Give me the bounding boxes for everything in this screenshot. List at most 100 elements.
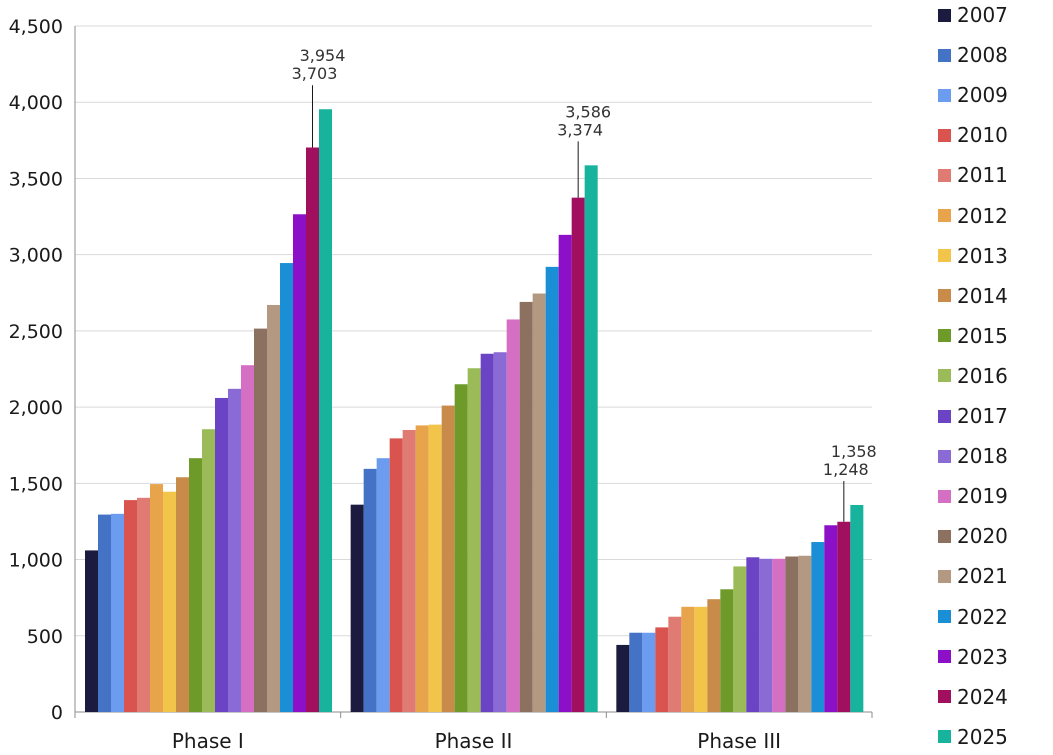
bar-2008-phase-ii: [363, 468, 377, 712]
legend-label: 2016: [957, 363, 1008, 388]
legend-swatch: [938, 48, 951, 62]
y-tick-label: 2,000: [9, 397, 63, 419]
legend-label: 2008: [957, 43, 1008, 68]
legend-item-2020: 2020: [938, 524, 1008, 548]
bar-2020-phase-iii: [785, 556, 799, 712]
bar-2009-phase-ii: [376, 458, 390, 712]
legend-item-2010: 2010: [938, 123, 1008, 147]
legend-label: 2024: [957, 684, 1008, 709]
legend-swatch: [938, 650, 951, 664]
bar-2017-phase-i: [215, 397, 228, 712]
legend-label: 2010: [957, 123, 1008, 148]
y-tick-label: 4,000: [9, 92, 63, 114]
legend-item-2012: 2012: [938, 204, 1008, 228]
legend-label: 2019: [957, 484, 1008, 509]
bar-2009-phase-i: [111, 513, 124, 712]
legend-swatch: [938, 690, 951, 704]
bar-2015-phase-iii: [720, 589, 734, 712]
legend-item-2019: 2019: [938, 484, 1008, 508]
legend-label: 2020: [957, 524, 1008, 549]
y-tick-label: 500: [27, 626, 63, 648]
bar-2020-phase-ii: [519, 301, 533, 712]
legend-swatch: [938, 88, 951, 102]
legend-label: 2017: [957, 404, 1008, 428]
y-tick-label: 1,500: [9, 473, 63, 495]
legend-swatch: [938, 529, 951, 543]
bar-2022-phase-iii: [811, 542, 825, 712]
bar-2009-phase-iii: [642, 632, 656, 712]
legend-swatch: [938, 8, 951, 22]
bar-2010-phase-iii: [655, 627, 669, 712]
bar-2008-phase-iii: [629, 632, 643, 712]
legend-swatch: [938, 168, 951, 182]
legend-label: 2021: [957, 564, 1008, 589]
bar-2021-phase-i: [267, 304, 280, 712]
legend-label: 2015: [957, 323, 1008, 348]
legend-item-2017: 2017: [938, 404, 1008, 428]
y-tick-label: 1,000: [9, 550, 63, 572]
data-label-2024: 1,248: [823, 460, 869, 479]
bar-2018-phase-iii: [759, 558, 773, 712]
bar-2022-phase-ii: [545, 266, 559, 712]
legend-item-2014: 2014: [938, 284, 1008, 308]
labels: 0 500 1,000 1,500 2,000 2,500 3,000 3,500 4,000 4…: [9, 16, 877, 753]
legend-swatch: [938, 409, 951, 423]
y-tick-label: 3,000: [9, 245, 63, 267]
legend-item-2013: 2013: [938, 244, 1008, 268]
bar-2011-phase-iii: [668, 616, 682, 712]
bar-2020-phase-i: [254, 328, 267, 712]
legend-item-2009: 2009: [938, 83, 1008, 107]
bar-2018-phase-i: [228, 388, 241, 712]
bar-2023-phase-iii: [824, 525, 838, 712]
legend-label: 2013: [957, 243, 1008, 268]
bar-2013-phase-iii: [694, 606, 708, 712]
legend-label: 2007: [957, 3, 1008, 27]
legend-item-2016: 2016: [938, 364, 1008, 388]
bar-2015-phase-i: [189, 458, 202, 712]
legend-swatch: [938, 449, 951, 463]
legend-label: 2023: [957, 644, 1008, 669]
bars: [85, 109, 864, 713]
data-label-2025: 1,358: [831, 442, 877, 461]
y-tick-label: 0: [51, 702, 63, 724]
legend-swatch: [938, 128, 951, 142]
bar-2019-phase-iii: [772, 558, 786, 712]
bar-2012-phase-iii: [681, 606, 695, 712]
legend-swatch: [938, 610, 951, 623]
bar-2024-phase-i: [306, 147, 319, 712]
bar-2017-phase-iii: [746, 557, 760, 712]
legend-item-2007: 2007: [938, 3, 1008, 27]
bar-2022-phase-i: [280, 263, 293, 712]
bar-2011-phase-ii: [402, 429, 416, 712]
legend-swatch: [938, 369, 951, 383]
bar-2014-phase-i: [176, 477, 189, 712]
x-category-label: Phase III: [697, 729, 781, 753]
bar-2010-phase-i: [124, 500, 137, 712]
y-tick-label: 2,500: [9, 321, 63, 343]
x-category-label: Phase I: [172, 729, 244, 753]
bar-2014-phase-ii: [441, 405, 455, 712]
legend-label: 2025: [957, 724, 1008, 749]
legend-item-2023: 2023: [938, 645, 1008, 669]
bar-2016-phase-i: [202, 429, 215, 712]
y-tick-label: 4,500: [9, 16, 63, 38]
bar-2019-phase-i: [241, 365, 254, 712]
data-label-2024: 3,374: [557, 120, 603, 139]
bar-2019-phase-ii: [506, 319, 520, 712]
bar-2025-phase-i: [319, 109, 332, 712]
legend-swatch: [938, 289, 951, 303]
bar-2016-phase-iii: [733, 566, 747, 712]
bar-2018-phase-ii: [493, 352, 507, 712]
legend-swatch: [938, 569, 951, 583]
bar-2007-phase-i: [85, 550, 98, 712]
bar-2012-phase-i: [150, 484, 163, 712]
legend-item-2025: 2025: [938, 725, 1008, 749]
legend-item-2011: 2011: [938, 163, 1008, 187]
legend-item-2022: 2022: [938, 605, 1008, 629]
legend-label: 2012: [957, 203, 1008, 228]
legend-item-2018: 2018: [938, 444, 1008, 468]
bar-2023-phase-ii: [558, 234, 572, 713]
bar-2025-phase-ii: [584, 165, 598, 712]
legend-swatch: [938, 730, 951, 744]
bar-2015-phase-ii: [454, 384, 468, 712]
